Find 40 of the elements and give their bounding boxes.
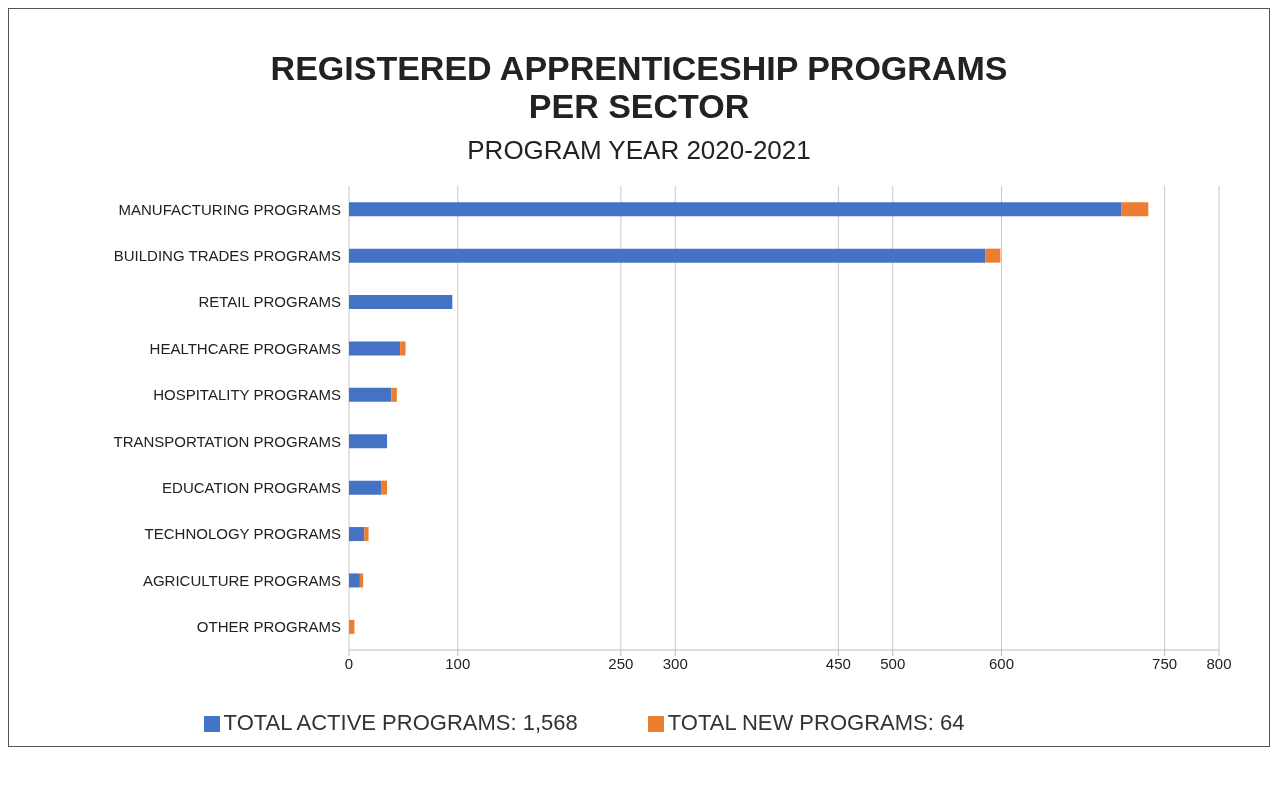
y-tick-label: TRANSPORTATION PROGRAMS xyxy=(113,432,341,450)
y-tick-label: HEALTHCARE PROGRAMS xyxy=(149,339,341,357)
x-tick-label: 0 xyxy=(344,654,354,672)
y-tick-label: RETAIL PROGRAMS xyxy=(198,293,341,311)
x-tick-label: 600 xyxy=(988,654,1015,672)
x-tick-label: 800 xyxy=(1206,654,1232,672)
bar xyxy=(349,527,365,542)
bar xyxy=(349,341,401,356)
bar xyxy=(349,295,453,310)
bar xyxy=(349,434,388,449)
bar xyxy=(349,573,360,588)
bar xyxy=(349,387,392,402)
y-tick-label: HOSPITALITY PROGRAMS xyxy=(153,386,341,404)
y-tick-label: AGRICULTURE PROGRAMS xyxy=(142,571,341,589)
bar xyxy=(1121,202,1149,217)
x-tick-label: 250 xyxy=(608,654,634,672)
bar xyxy=(381,480,388,495)
bar xyxy=(349,202,1122,217)
y-tick-label: TECHNOLOGY PROGRAMS xyxy=(144,525,341,543)
bar xyxy=(400,341,406,356)
y-tick-label: OTHER PROGRAMS xyxy=(196,618,341,636)
legend-label: TOTAL NEW PROGRAMS: 64 xyxy=(667,710,965,735)
x-tick-label: 500 xyxy=(880,654,906,672)
chart-subtitle: PROGRAM YEAR 2020-2021 xyxy=(466,135,812,166)
y-tick-label: EDUCATION PROGRAMS xyxy=(162,478,341,496)
x-tick-label: 450 xyxy=(825,654,851,672)
bar xyxy=(359,573,364,588)
bar xyxy=(391,387,397,402)
bar xyxy=(349,248,986,263)
bar xyxy=(349,480,382,495)
x-tick-label: 750 xyxy=(1152,654,1178,672)
bar xyxy=(349,619,355,634)
y-tick-label: BUILDING TRADES PROGRAMS xyxy=(113,246,341,264)
bar xyxy=(985,248,1001,263)
chart-title: REGISTERED APPRENTICESHIP PROGRAMS PER SECTOR xyxy=(269,49,1009,125)
x-tick-label: 100 xyxy=(445,654,471,672)
bar xyxy=(364,527,369,542)
y-tick-label: MANUFACTURING PROGRAMS xyxy=(118,200,341,218)
x-tick-label: 300 xyxy=(662,654,688,672)
legend-label: TOTAL ACTIVE PROGRAMS: 1,568 xyxy=(223,710,578,735)
